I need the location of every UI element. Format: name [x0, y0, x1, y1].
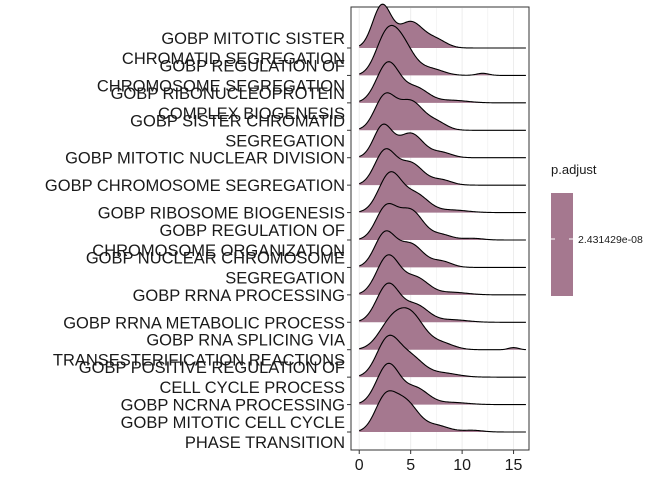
x-tick-label: 15: [505, 457, 523, 474]
ridge-2: [359, 24, 526, 76]
ridge-line: [359, 230, 526, 268]
ridge-line: [359, 123, 526, 159]
ridge-area: [359, 363, 526, 405]
ridge-area: [359, 61, 526, 103]
x-tick-label: 10: [453, 457, 471, 474]
x-tick-label: 0: [355, 457, 364, 474]
ridge-line: [359, 307, 526, 351]
ridge-8: [359, 202, 526, 241]
ridge-10: [359, 254, 526, 296]
y-axis-label: GOBP RIBOSOME BIOGENESIS: [98, 205, 345, 223]
ridge-area: [359, 335, 526, 378]
ridge-area: [359, 148, 526, 186]
x-tick-label: 5: [406, 457, 415, 474]
y-axis-label: GOBP SISTER CHROMATID SEGREGATION: [130, 112, 345, 150]
ridge-line: [358, 3, 526, 49]
ridge-line: [359, 92, 526, 131]
ridge-line: [359, 202, 526, 241]
ridge-15: [359, 390, 526, 433]
y-axis-label: GOBP NCRNA PROCESSING: [121, 397, 345, 415]
y-axis-label: GOBP RNA SPLICING VIA TRANSESTERIFICATION…: [53, 332, 345, 370]
legend-label: 2.431429e-08: [578, 234, 643, 246]
ridge-line: [359, 24, 526, 76]
y-axis-label: GOBP RIBONUCLEOPROTEIN COMPLEX BIOGENESIS: [111, 85, 345, 123]
ridge-area: [359, 203, 526, 240]
ridge-line: [359, 282, 526, 323]
y-axis-label: GOBP MITOTIC NUCLEAR DIVISION: [65, 150, 345, 168]
ridge-line: [359, 390, 526, 433]
ridge-7: [359, 171, 526, 214]
ridge-line: [359, 148, 526, 186]
ridge-9: [359, 230, 526, 268]
ridge-area: [359, 171, 526, 213]
ridge-area: [359, 124, 526, 158]
y-axis-labels: GOBP MITOTIC SISTER CHROMATID SEGREGATION…: [45, 30, 351, 452]
ridge-line: [359, 334, 526, 378]
ridge-4: [359, 92, 526, 131]
y-axis-label: GOBP RRNA METABOLIC PROCESS: [63, 314, 345, 332]
ridges: [358, 3, 526, 433]
y-axis-label: GOBP POSITIVE REGULATION OF CELL CYCLE PR…: [79, 359, 345, 397]
y-axis-label: GOBP MITOTIC SISTER CHROMATID SEGREGATION: [122, 30, 345, 68]
ridge-line: [359, 362, 526, 406]
ridge-line: [359, 254, 526, 296]
y-axis-label: GOBP NUCLEAR CHROMOSOME SEGREGATION: [86, 249, 345, 287]
ridge-area: [359, 92, 526, 131]
ridge-6: [359, 148, 526, 186]
ridge-3: [359, 61, 526, 104]
legend-title: p.adjust: [551, 162, 597, 177]
ridge-line: [359, 61, 526, 104]
ridge-line: [359, 171, 526, 214]
ridge-12: [359, 307, 526, 351]
ridge-area: [359, 254, 526, 295]
ridge-5: [359, 123, 526, 159]
x-axis: 0 5 10 15: [355, 450, 523, 474]
ridge-13: [359, 334, 526, 378]
ridge-area: [359, 25, 526, 76]
y-axis-label: GOBP MITOTIC CELL CYCLE PHASE TRANSITION: [121, 414, 345, 452]
y-axis-label: GOBP REGULATION OF CHROMOSOME ORGANIZATIO…: [92, 222, 345, 260]
y-axis-label: GOBP CHROMOSOME SEGREGATION: [45, 177, 345, 195]
y-axis-label: GOBP REGULATION OF CHROMOSOME SEGREGATION: [97, 57, 345, 95]
y-axis-label: GOBP RRNA PROCESSING: [133, 287, 345, 305]
ridge-area: [359, 307, 526, 350]
legend: p.adjust 2.431429e-08: [551, 162, 643, 296]
ridge-area: [359, 390, 526, 432]
ridge-14: [359, 362, 526, 406]
ridge-area: [359, 230, 526, 268]
legend-colorbar: [551, 193, 573, 296]
